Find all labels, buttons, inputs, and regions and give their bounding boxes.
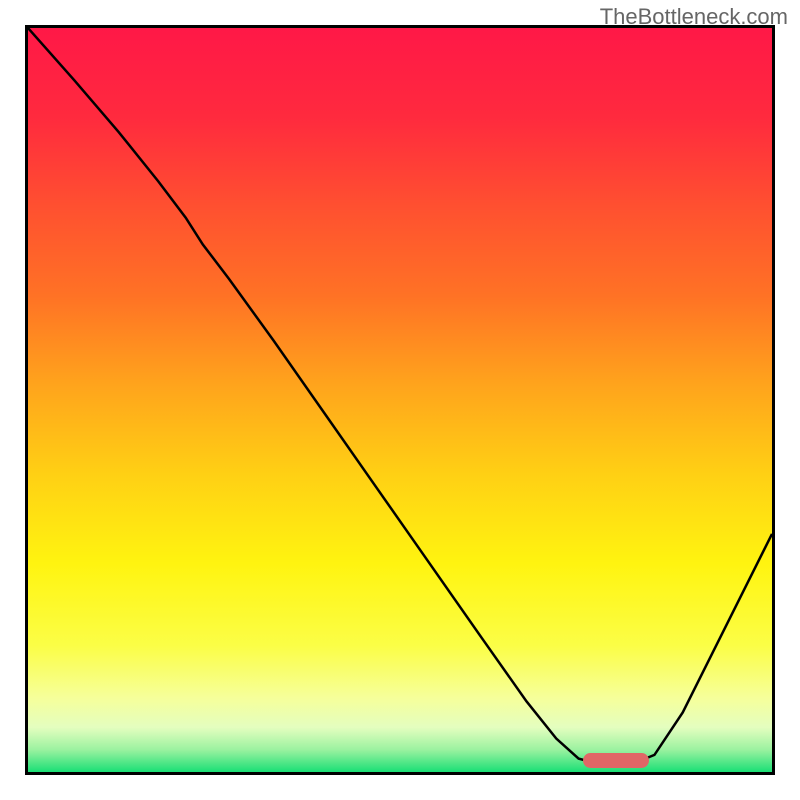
- chart-container: TheBottleneck.com: [0, 0, 800, 800]
- watermark-text: TheBottleneck.com: [600, 4, 788, 30]
- curve-layer: [28, 28, 772, 772]
- plot-area: [25, 25, 775, 775]
- optimal-marker: [583, 753, 649, 768]
- bottleneck-curve: [28, 28, 772, 765]
